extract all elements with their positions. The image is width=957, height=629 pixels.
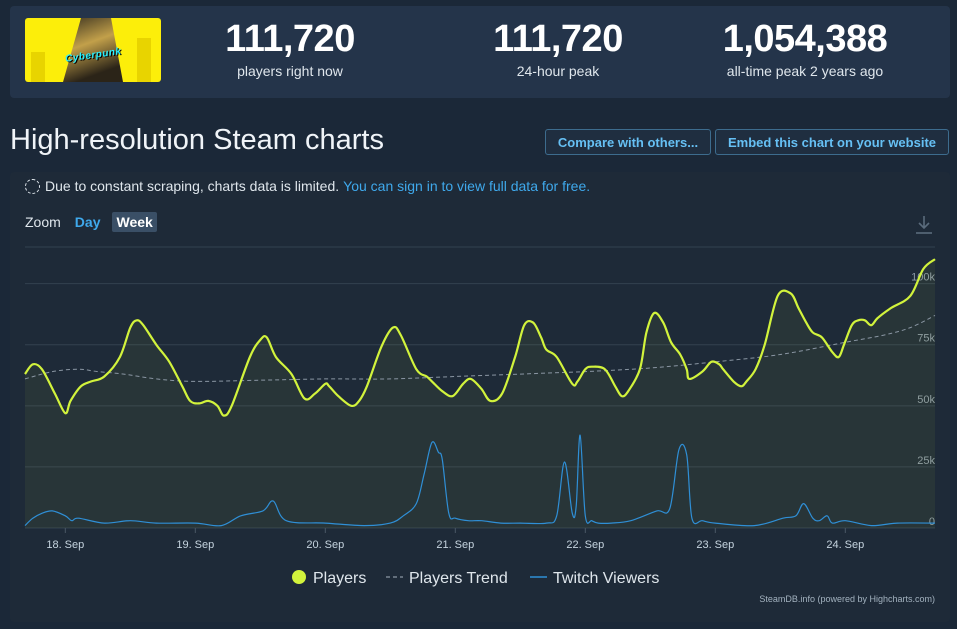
x-tick-label: 23. Sep: [696, 539, 734, 551]
x-tick-label: 21. Sep: [436, 539, 474, 551]
legend-players-marker: [292, 570, 306, 584]
chart-gridlines: [25, 246, 935, 529]
x-tick-label: 19. Sep: [176, 539, 214, 551]
stat-value: 111,720: [493, 18, 623, 60]
zoom-controls: Zoom Day Week: [25, 212, 165, 232]
x-tick-label: 22. Sep: [566, 539, 604, 551]
chart-legend: Players Players Trend Twitch Viewers: [292, 570, 659, 587]
x-tick-label: 18. Sep: [46, 539, 84, 551]
zoom-label: Zoom: [25, 214, 61, 230]
stat-label: all-time peak 2 years ago: [726, 63, 884, 79]
zoom-day-button[interactable]: Day: [74, 214, 101, 230]
x-tick-label: 20. Sep: [306, 539, 344, 551]
game-logo[interactable]: Cyberpunk: [25, 18, 161, 82]
chart-credit: SteamDB.info (powered by Highcharts.com): [759, 594, 935, 604]
download-icon[interactable]: [914, 214, 934, 236]
section-title: High-resolution Steam charts: [10, 124, 384, 156]
players-line: [24, 258, 936, 417]
notice-text: Due to constant scraping, charts data is…: [45, 178, 340, 194]
zoom-week-button[interactable]: Week: [112, 212, 157, 232]
y-tick-label: 50k: [917, 394, 935, 406]
x-axis-ticks: 18. Sep 19. Sep 20. Sep 21. Sep 22. Sep 23. S…: [46, 528, 864, 551]
x-tick-label: 24. Sep: [826, 539, 864, 551]
sign-in-link[interactable]: You can sign in to view full data for fr…: [343, 178, 591, 194]
logo-building: [31, 52, 45, 82]
dashed-circle-icon: [25, 178, 40, 194]
twitch-viewers-line: [24, 434, 936, 527]
stats-bar: Cyberpunk 111,720 players right now 111,…: [10, 6, 950, 98]
stat-players-now: 111,720 players right now: [180, 18, 400, 79]
y-tick-label: 75k: [917, 333, 935, 345]
compare-button[interactable]: Compare with others...: [545, 129, 711, 155]
stat-label: players right now: [237, 63, 343, 79]
stat-all-time-peak: 1,054,388 all-time peak 2 years ago: [695, 18, 915, 79]
stat-label: 24-hour peak: [516, 63, 600, 79]
legend-twitch-label: Twitch Viewers: [553, 570, 659, 587]
stat-peak-24h: 111,720 24-hour peak: [448, 18, 668, 79]
y-tick-label: 25k: [917, 455, 935, 467]
embed-button[interactable]: Embed this chart on your website: [715, 129, 949, 155]
stat-value: 1,054,388: [722, 18, 888, 60]
players-trend-line: [24, 314, 936, 382]
data-limit-notice: Due to constant scraping, charts data is…: [25, 178, 590, 194]
y-tick-label: 0: [929, 516, 935, 528]
players-area-fill: [25, 259, 935, 528]
stat-value: 111,720: [225, 18, 355, 60]
legend-trend-label: Players Trend: [409, 570, 508, 587]
logo-building: [137, 38, 151, 82]
legend-players-label: Players: [313, 570, 366, 587]
